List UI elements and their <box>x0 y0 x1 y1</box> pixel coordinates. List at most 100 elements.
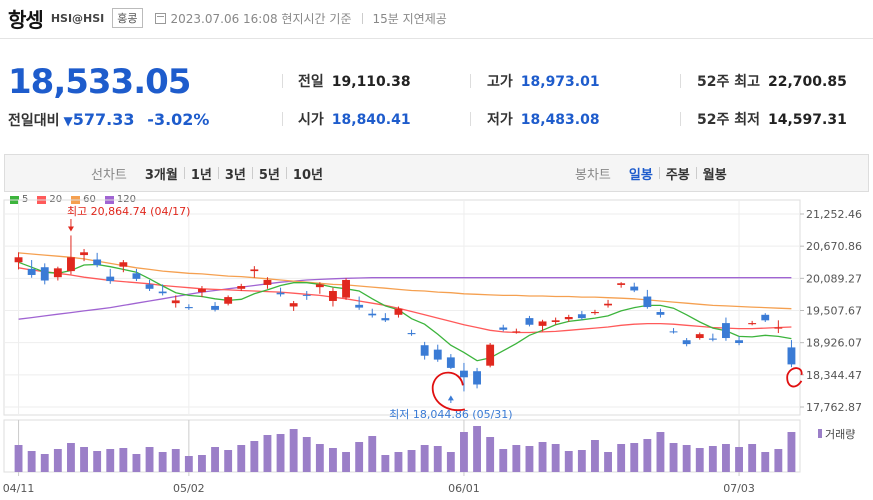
period-5y-tab[interactable]: 5년 <box>258 167 280 183</box>
line-chart-caption: 선차트 <box>91 167 127 183</box>
volume-bar <box>499 449 508 472</box>
stat-prev-close: 전일 19,110.38 <box>298 71 411 91</box>
high-annotation-label: 최고 20,864.74 (04/17) <box>67 205 191 218</box>
volume-bar <box>381 455 390 472</box>
candle-body <box>355 304 364 308</box>
divider <box>470 112 471 126</box>
volume-legend-swatch <box>818 429 822 438</box>
divider <box>361 12 363 24</box>
candle-body <box>682 340 691 345</box>
candle-chart-periods: 봉차트 일봉 주봉 월봉 <box>575 155 733 191</box>
candle-body <box>512 331 521 333</box>
stat-label: 전일 <box>298 74 324 90</box>
period-10y-tab[interactable]: 10년 <box>292 167 323 183</box>
stat-value: 18,840.41 <box>331 112 411 128</box>
volume-bar <box>460 432 468 472</box>
stat-value: 14,597.31 <box>768 112 847 128</box>
period-3y-tab[interactable]: 3년 <box>224 167 246 183</box>
candle-body <box>630 286 639 291</box>
stat-label: 시가 <box>298 112 324 128</box>
candle-body <box>591 312 599 314</box>
period-3m-tab[interactable]: 3개월 <box>144 167 178 183</box>
candle-chart-caption: 봉차트 <box>575 167 611 183</box>
candle-body <box>708 338 717 340</box>
calendar-icon <box>154 12 166 24</box>
divider <box>251 167 253 179</box>
period-1y-tab[interactable]: 1년 <box>190 167 212 183</box>
volume-bar <box>486 437 495 472</box>
volume-bar <box>512 445 521 472</box>
volume-bar <box>171 449 180 472</box>
change-percent: -3.02% <box>147 110 210 129</box>
timestamp: 2023.07.06 16:08 현지시간 기준 <box>170 11 352 26</box>
weekly-candle-tab[interactable]: 주봉 <box>665 167 690 183</box>
header-divider <box>0 38 873 39</box>
stat-value: 22,700.85 <box>768 74 847 90</box>
volume-bar <box>433 446 442 472</box>
stat-open: 시가 18,840.41 <box>298 109 411 129</box>
volume-bar <box>211 447 219 472</box>
volume-bar <box>198 455 206 472</box>
divider <box>282 74 283 88</box>
candle-body <box>774 327 783 329</box>
daily-candle-tab[interactable]: 일봉 <box>628 167 653 183</box>
volume-bar <box>420 445 429 472</box>
volume-bar <box>250 441 259 472</box>
volume-bar <box>53 449 62 472</box>
volume-bar <box>604 452 612 472</box>
ma60-line <box>18 252 792 310</box>
volume-bar <box>617 444 626 472</box>
volume-bar <box>329 448 337 472</box>
volume-bar <box>315 444 324 472</box>
volume-bar <box>525 446 534 472</box>
change-label: 전일대비 <box>8 113 60 129</box>
candle-body <box>211 305 219 310</box>
divider <box>285 167 287 179</box>
candle-body <box>276 292 285 295</box>
volume-bar <box>708 446 717 472</box>
monthly-candle-tab[interactable]: 월봉 <box>702 167 727 183</box>
candle-body <box>473 371 481 385</box>
candle-body <box>695 334 704 339</box>
arrow-down-icon <box>67 226 74 232</box>
y-tick-label: 20,089.27 <box>806 272 862 285</box>
candle-body <box>132 273 141 279</box>
candle-body <box>525 318 534 325</box>
volume-bar <box>145 447 154 472</box>
volume-bar <box>591 440 599 472</box>
ma120-line <box>18 277 792 320</box>
volume-bar <box>302 437 311 472</box>
candle-body <box>80 252 88 256</box>
candle-body <box>224 297 233 304</box>
candle-body <box>787 347 796 365</box>
y-tick-label: 20,670.86 <box>806 240 862 253</box>
volume-bar <box>787 432 796 472</box>
candle-body <box>14 257 23 263</box>
candle-body <box>735 340 743 344</box>
volume-bar <box>446 452 455 472</box>
change-row: 전일대비 ▼577.33 -3.02% <box>8 110 209 130</box>
low-annotation-label: 최저 18,044.86 (05/31) <box>389 408 513 421</box>
candle-body <box>394 308 403 315</box>
stat-52w-low: 52주 최저 14,597.31 <box>697 109 847 129</box>
volume-bar <box>394 452 403 472</box>
stat-label: 저가 <box>487 112 513 128</box>
volume-bar <box>748 444 757 472</box>
candle-body <box>198 288 206 293</box>
volume-bar <box>289 429 298 472</box>
candle-body <box>722 323 730 339</box>
candle-body <box>538 321 547 326</box>
candle-body <box>564 317 573 320</box>
volume-bar <box>119 448 128 472</box>
volume-bar <box>682 445 691 472</box>
divider <box>680 112 681 126</box>
volume-bar <box>67 443 75 472</box>
candle-body <box>53 268 62 278</box>
candle-body <box>342 279 350 298</box>
delay-note: 15분 지연제공 <box>372 11 447 26</box>
ma20-line <box>18 267 792 334</box>
candle-body <box>577 314 586 319</box>
volume-bar <box>630 443 639 472</box>
candle-body <box>67 257 75 272</box>
